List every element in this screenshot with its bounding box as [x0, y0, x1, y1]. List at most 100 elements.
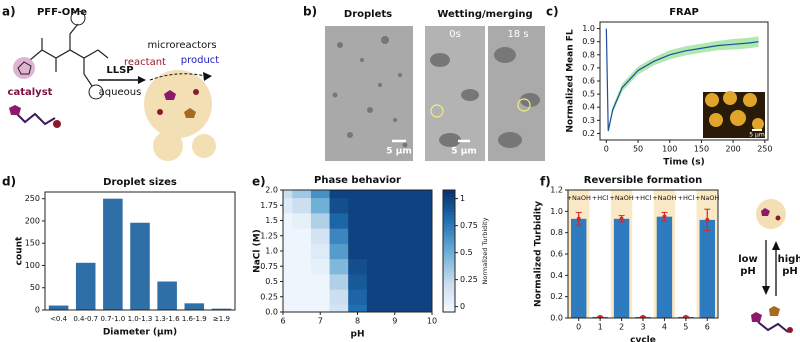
colorbar-step [443, 299, 455, 304]
y-tick-label: 1.25 [260, 231, 278, 240]
colorbar-step [443, 241, 455, 246]
low-label: low [738, 254, 758, 265]
colorbar-step [443, 257, 455, 261]
colorbar-step [443, 281, 455, 286]
y-tick-label: 1.0 [550, 207, 563, 216]
x-tick-label: <0.4 [50, 315, 68, 323]
heatmap-cell [422, 304, 432, 312]
catalyst-highlight [13, 57, 35, 79]
heatmap-cell [348, 212, 368, 229]
y-tick-label: 100 [25, 261, 40, 270]
heatmap-cell [366, 304, 386, 312]
heatmap-cell [292, 212, 312, 229]
heatmap-cell [292, 228, 312, 244]
colorbar-step [443, 302, 455, 307]
x-tick-label: 0.7-1.0 [100, 315, 125, 323]
heatmap-cell [329, 304, 349, 312]
y-tick-label: 0.6 [550, 250, 563, 259]
high-label: high [778, 254, 800, 265]
heatmap-cell [366, 212, 386, 229]
heatmap-cell [348, 289, 368, 305]
colorbar-label: Normalized Turbidity [481, 217, 489, 284]
heatmap-cells [283, 190, 432, 312]
micrograph-title: Droplets [344, 9, 392, 20]
colorbar-step [443, 208, 455, 212]
x-tick-label: 100 [662, 145, 677, 154]
y-tick-label: 0 [35, 306, 40, 315]
x-tick-label: 1.0-1.3 [128, 315, 153, 323]
colorbar-tick-label: 0.5 [460, 248, 473, 257]
heatmap-cell [283, 243, 293, 260]
x-tick-label: 250 [757, 145, 772, 154]
treatment-label: +NaOH [567, 194, 591, 202]
y-tick-label: 0.8 [582, 50, 595, 59]
heatmap-cell [310, 197, 331, 214]
colorbar-step [443, 190, 455, 194]
heatmap-cell [404, 190, 424, 199]
heatmap-cell [310, 258, 331, 275]
bar [184, 303, 205, 310]
colorbar-step [443, 238, 455, 243]
colorbar-step [443, 211, 455, 215]
y-tick-label: 1.2 [550, 186, 563, 195]
ring [17, 61, 32, 75]
reactant-icon [787, 327, 793, 333]
catalyst-icon [14, 111, 56, 126]
heatmap-cell [292, 190, 312, 199]
y-tick-label: 0.7 [582, 63, 595, 72]
x-tick-label: 6 [280, 317, 285, 326]
colorbar-step [443, 287, 455, 292]
panel-label: d) [2, 175, 16, 189]
panel-label: e) [252, 175, 266, 189]
y-tick-label: 150 [25, 239, 40, 248]
heatmap-cell [404, 258, 424, 275]
reactant-icon [775, 215, 781, 221]
ring [70, 10, 86, 26]
panel-label: c) [546, 5, 559, 19]
plot-frame [567, 189, 719, 319]
y-tick-label: 0.8 [550, 228, 563, 237]
y-tick-label: 1.75 [260, 201, 278, 210]
scheme: PFF-OMe catalyst LLSP aqueous microreact… [8, 7, 219, 161]
point [705, 217, 710, 222]
heatmap-cell [329, 197, 349, 214]
x-axis-label: Diameter (µm) [103, 328, 177, 338]
heatmap-cell [404, 243, 424, 260]
panel-label: f) [540, 175, 551, 189]
heatmap-cell [422, 228, 432, 244]
heatmap-cell [329, 258, 349, 275]
low-label: pH [740, 266, 756, 277]
heatmap-cell [385, 304, 405, 312]
catalyst-icon [53, 120, 61, 128]
colorbar-tick-label: 0.25 [460, 275, 478, 284]
chart-title: Droplet sizes [103, 177, 177, 188]
y-tick-label: 1.5 [265, 216, 278, 225]
bar [130, 222, 150, 310]
heatmap-cell [385, 273, 405, 290]
y-tick-label: 0.0 [550, 314, 563, 323]
y-tick-label: 0.3 [582, 116, 595, 125]
arrow-top: LLSP [106, 65, 133, 76]
colorbar-step [443, 199, 455, 203]
y-axis-label: Normalized Mean FL [566, 29, 576, 133]
y-tick-label: 0.2 [582, 129, 595, 138]
product-icon [769, 306, 780, 316]
reactant-icon [193, 89, 199, 95]
heatmap-cell [310, 212, 331, 229]
colorbar-step [443, 269, 455, 273]
droplets [332, 36, 540, 148]
heatmap-cell [366, 243, 386, 260]
y-axis-label: Normalized Turbidity [534, 201, 544, 307]
micrograph [325, 26, 413, 161]
reactant-label: reactant [124, 57, 166, 68]
y-tick-label: 0.25 [260, 292, 278, 301]
droplet [153, 131, 183, 161]
heatmap-cell [422, 212, 432, 229]
x-axis-label: Time (s) [663, 158, 704, 168]
colorbar-step [443, 220, 455, 225]
heatmap-cell [422, 243, 432, 260]
heatmap-cell [283, 273, 293, 290]
colorbar-step [443, 266, 455, 270]
point [619, 216, 624, 221]
catalyst-icon [164, 90, 176, 100]
